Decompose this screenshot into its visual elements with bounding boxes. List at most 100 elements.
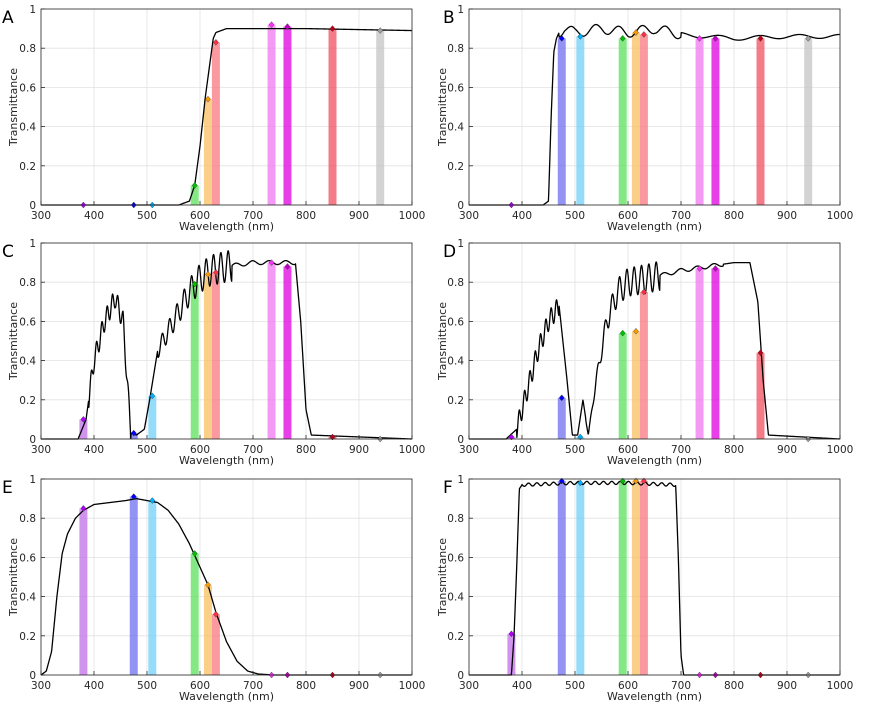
y-tick-label: 0.4: [19, 356, 36, 368]
x-tick-label: 1000: [399, 680, 426, 692]
band-marker-850: [329, 25, 336, 32]
y-tick-label: 0.6: [19, 316, 36, 328]
band-bar-850: [756, 38, 765, 206]
axes-frame: [468, 8, 841, 206]
x-tick-label: 400: [84, 210, 104, 222]
band-marker-940: [805, 35, 812, 42]
x-tick-label: 300: [31, 680, 51, 692]
y-tick-label: 1: [457, 238, 464, 250]
x-tick-label: 500: [565, 444, 585, 456]
y-tick-label: 1: [29, 4, 36, 16]
x-tick-label: 1000: [399, 444, 426, 456]
band-marker-590: [191, 182, 198, 189]
band-bar-615: [631, 32, 640, 205]
x-tick-label: 500: [137, 444, 157, 456]
x-tick-label: 500: [565, 210, 585, 222]
y-tick-label: 0.8: [447, 513, 464, 525]
x-tick-label: 700: [243, 210, 263, 222]
band-marker-510: [577, 479, 584, 487]
band-bar-590: [190, 284, 199, 439]
band-marker-590: [191, 550, 198, 557]
band-marker-630: [641, 477, 647, 485]
x-tick-label: 900: [777, 680, 797, 692]
x-axis-label: Wavelength (nm): [179, 220, 274, 233]
band-marker-615: [205, 95, 211, 103]
band-bar-630: [639, 292, 648, 439]
axes-frame: [40, 242, 413, 440]
y-tick-label: 0.2: [447, 395, 464, 407]
band-bar-590: [618, 333, 627, 439]
x-tick-label: 300: [31, 210, 51, 222]
panel-letter: F: [443, 478, 453, 498]
band-marker-615: [205, 581, 211, 589]
y-tick-label: 0.8: [19, 43, 36, 55]
band-marker-510: [577, 33, 584, 40]
y-tick-label: 0.8: [19, 513, 36, 525]
y-tick-label: 0.8: [447, 43, 464, 55]
band-marker-510: [149, 497, 156, 504]
x-tick-label: 600: [618, 680, 638, 692]
x-axis-label: Wavelength (nm): [607, 690, 702, 703]
x-tick-label: 400: [84, 680, 104, 692]
band-marker-380: [80, 505, 87, 512]
band-bar-510: [148, 395, 157, 439]
x-tick-label: 800: [724, 444, 744, 456]
band-marker-850: [757, 349, 764, 357]
band-marker-765: [712, 35, 719, 42]
band-marker-765: [284, 23, 291, 30]
x-tick-label: 700: [671, 210, 691, 222]
x-tick-label: 900: [349, 444, 369, 456]
y-tick-label: 0.4: [447, 356, 464, 368]
y-tick-label: 0: [29, 434, 36, 446]
transmittance-curve: [40, 250, 412, 440]
band-bar-590: [190, 185, 199, 205]
x-tick-label: 300: [31, 444, 51, 456]
x-tick-label: 800: [296, 680, 316, 692]
x-tick-label: 800: [296, 444, 316, 456]
y-tick-label: 1: [29, 238, 36, 250]
band-bar-615: [203, 274, 212, 439]
band-marker-765: [284, 263, 291, 270]
x-tick-label: 500: [137, 210, 157, 222]
band-marker-475: [558, 35, 565, 42]
panel-f: F 300 400 500 600 700 800 900 1000 0 0.2 0.4 0.6 0.8 1…: [436, 474, 853, 703]
band-bar-765: [711, 38, 720, 206]
x-tick-label: 600: [190, 680, 210, 692]
band-bar-630: [211, 42, 220, 205]
panel-letter: D: [443, 242, 456, 262]
x-axis-label: Wavelength (nm): [179, 690, 274, 703]
panel-d: D 300 400 500 600 700 800 900 1000 0 0.2 0.4 0.6 0.8 1…: [436, 238, 853, 467]
band-marker-615: [633, 327, 639, 335]
x-tick-label: 900: [349, 680, 369, 692]
band-marker-590: [191, 280, 198, 288]
band-bar-615: [631, 331, 640, 439]
x-tick-label: 300: [459, 210, 479, 222]
band-marker-380: [508, 433, 515, 441]
band-marker-475: [558, 477, 565, 485]
plot-area: [41, 243, 412, 439]
band-bar-590: [618, 38, 627, 206]
y-tick-label: 0.6: [19, 82, 36, 94]
band-marker-765: [712, 265, 719, 272]
x-tick-label: 900: [349, 210, 369, 222]
y-axis-label: Transmittance: [436, 302, 449, 381]
band-marker-630: [641, 31, 647, 38]
y-tick-label: 0: [457, 200, 464, 212]
y-tick-label: 0.8: [19, 277, 36, 289]
band-bar-510: [576, 482, 585, 675]
band-marker-475: [130, 429, 137, 437]
y-tick-label: 0.2: [19, 631, 36, 643]
y-tick-label: 1: [29, 474, 36, 486]
y-tick-label: 0.2: [19, 161, 36, 173]
band-marker-735: [268, 21, 275, 28]
band-marker-630: [641, 288, 647, 296]
band-marker-615: [205, 271, 211, 278]
y-tick-label: 0.4: [19, 122, 36, 134]
band-marker-380: [508, 630, 515, 638]
band-bar-735: [695, 38, 704, 206]
y-tick-label: 0.2: [447, 631, 464, 643]
band-marker-590: [619, 329, 626, 337]
panel-e: E 300 400 500 600 700 800 900 1000 0 0.2 0.4 0.6 0.8 1…: [2, 474, 425, 703]
